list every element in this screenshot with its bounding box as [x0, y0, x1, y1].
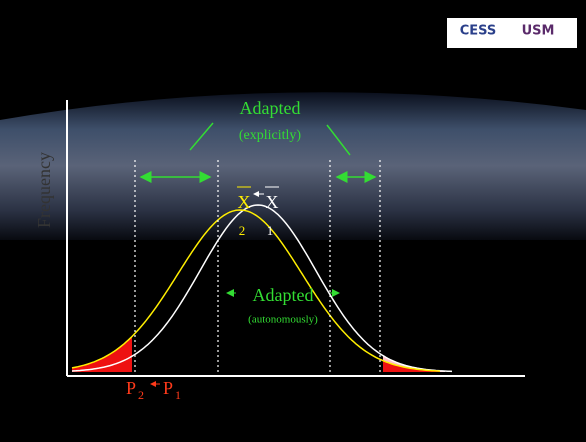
logo-text: CESS	[460, 24, 497, 39]
percentile-symbol: P	[126, 378, 136, 398]
percentile-subscript: 1	[175, 388, 181, 402]
logo-text: USM	[522, 24, 555, 39]
autonomous-note: (autonomously)	[248, 314, 318, 326]
mean-symbol: X	[238, 192, 251, 212]
logo-box: CESS USM	[447, 18, 577, 48]
axis-label: Frequency	[34, 152, 54, 228]
explicit-note: (explicitly)	[239, 128, 302, 143]
page: CESS USM Frequency Adapted (explicitly) …	[0, 0, 586, 442]
mean-subscript: 2	[239, 223, 246, 238]
autonomous-label: Adapted	[253, 285, 314, 305]
mean-symbol: X	[266, 192, 279, 212]
slide: CESS USM Frequency Adapted (explicitly) …	[0, 0, 586, 442]
percentile-symbol: P	[163, 378, 173, 398]
explicit-label: Adapted	[240, 98, 301, 118]
percentile-subscript: 2	[138, 388, 144, 402]
mean-subscript: 1	[267, 223, 274, 238]
